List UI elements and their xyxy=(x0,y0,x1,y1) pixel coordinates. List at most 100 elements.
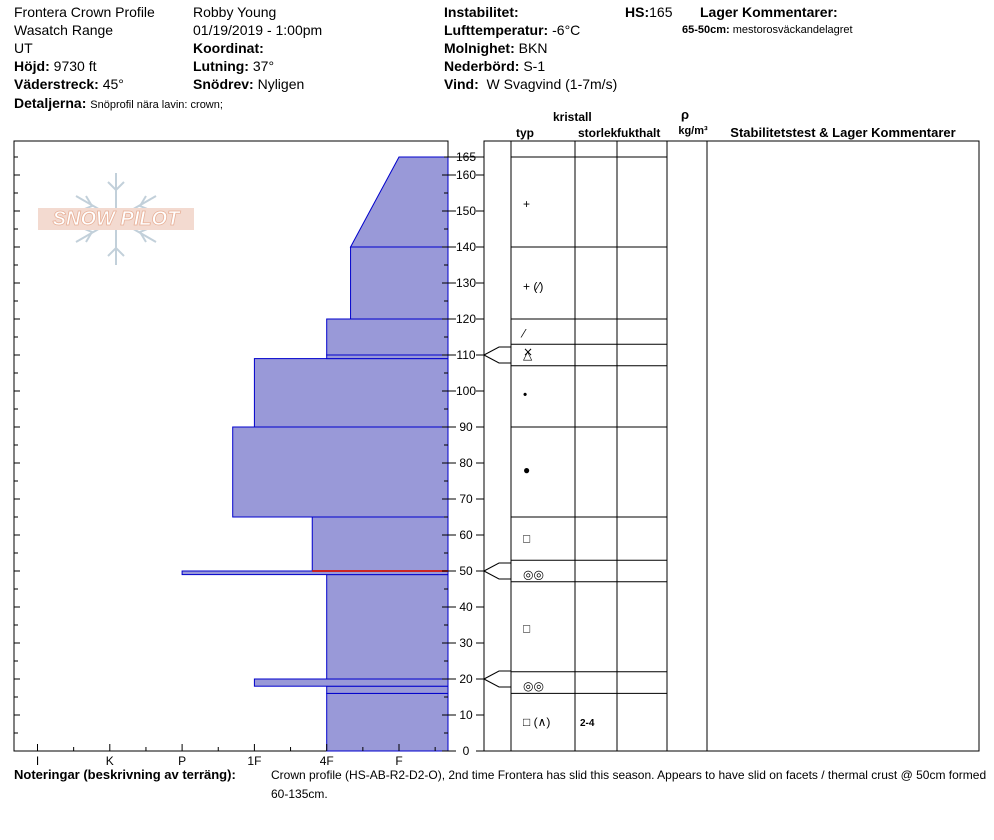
depth-axis: 0 10 20 30 40 50 60 70 80 90 100 110 120 130 140 150 160… xyxy=(448,150,484,758)
hardness-axis: I K P 1F 4F F xyxy=(36,744,436,768)
precipitation: Nederbörd: S-1 xyxy=(444,58,545,74)
depth-tick-label: 90 xyxy=(459,420,473,434)
hardness-layer xyxy=(326,574,449,680)
layer-comment: 65-50cm: mestorosväckandelagret xyxy=(682,24,853,37)
hardness-tick-label: F xyxy=(395,754,402,768)
depth-tick-label: 30 xyxy=(459,636,473,650)
wind-loading-label: Snödrev: xyxy=(193,76,254,92)
crystal-symbol: ● xyxy=(523,463,530,477)
wind-label: Vind: xyxy=(444,76,479,92)
instability: Instabilitet: xyxy=(444,4,519,20)
hardness-layer xyxy=(349,156,449,248)
aspect: Väderstreck: 45° xyxy=(14,76,124,92)
depth-tick-label: 0 xyxy=(463,744,470,758)
air-temp-value: -6°C xyxy=(552,22,581,38)
instability-label: Instabilitet: xyxy=(444,4,519,20)
state-name: UT xyxy=(14,40,33,56)
depth-tick-label: 130 xyxy=(456,276,476,290)
layer-comment-range: 65-50cm: xyxy=(682,24,730,36)
depth-tick-label: 140 xyxy=(456,240,476,254)
hardness-layer xyxy=(253,358,449,428)
coordinate-label: Koordinat: xyxy=(193,40,264,56)
sky-value: BKN xyxy=(518,40,548,56)
layer-marker xyxy=(483,678,511,688)
logo-text: SNOW PILOT xyxy=(53,208,181,230)
depth-tick-label: 20 xyxy=(459,672,473,686)
crystal-symbol: □ xyxy=(523,532,530,546)
depth-tick-label: 60 xyxy=(459,528,473,542)
hardness-tick-label: 1F xyxy=(247,754,261,768)
observer-name: Robby Young xyxy=(193,4,277,20)
precip-label: Nederbörd: xyxy=(444,58,520,74)
wind: Vind: W Svagvind (1-7m/s) xyxy=(444,76,617,92)
hardness-layer xyxy=(326,354,449,360)
depth-tick-label: 50 xyxy=(459,564,473,578)
crystal-symbol: ⨯ xyxy=(523,344,533,358)
hardness-layer xyxy=(326,692,449,752)
total-snow-height: HS:165 xyxy=(625,4,672,20)
hs-label: HS: xyxy=(625,4,650,20)
wind-loading: Snödrev: Nyligen xyxy=(193,76,304,92)
depth-tick-label: 120 xyxy=(456,312,476,326)
slope: Lutning: 37° xyxy=(193,58,274,74)
depth-tick-label: 150 xyxy=(456,204,476,218)
slope-label: Lutning: xyxy=(193,58,249,74)
air-temperature: Lufttemperatur: -6°C xyxy=(444,22,580,38)
hardness-tick-label: K xyxy=(106,754,114,768)
depth-tick-label: 110 xyxy=(456,348,475,362)
sky-cover: Molnighet: BKN xyxy=(444,40,547,56)
layer-comments-title: Lager Kommentarer: xyxy=(700,4,838,20)
precip-value: S-1 xyxy=(523,58,546,74)
aspect-label: Väderstreck: xyxy=(14,76,99,92)
air-temp-label: Lufttemperatur: xyxy=(444,22,549,38)
crystal-symbol: ◎◎ xyxy=(523,679,544,693)
depth-tick-label: 80 xyxy=(459,456,473,470)
header-stability: Stabilitetstest & Lager Kommentarer xyxy=(730,125,955,140)
crystal-symbol: ⁄ xyxy=(520,326,527,340)
crystal-symbol: △ xyxy=(523,348,533,362)
crystal-symbol: • xyxy=(523,388,527,402)
crystal-size: 2-4 xyxy=(580,718,595,729)
layer-comment-text: mestorosväckandelagret xyxy=(732,24,853,36)
hardness-layers xyxy=(181,156,449,752)
details: Detaljerna: Snöprofil nära lavin: crown; xyxy=(14,95,223,112)
notes-line-1: Crown profile (HS-AB-R2-D2-O), 2nd time … xyxy=(271,769,987,782)
crystal-symbol: □ (∧) xyxy=(523,715,550,729)
aspect-value: 45° xyxy=(102,76,124,92)
details-label: Detaljerna: xyxy=(14,95,87,111)
elevation-label: Höjd: xyxy=(14,58,50,74)
observation-datetime: 01/19/2019 - 1:00pm xyxy=(193,22,323,38)
layer-marker xyxy=(483,346,511,356)
header-type: typ xyxy=(516,126,534,140)
crystal-symbols: + + (⁄) ⁄ ⨯△ • ● □ ◎◎ □ ◎◎ □ (∧) 2-4 xyxy=(520,197,595,729)
range-name: Wasatch Range xyxy=(14,22,114,38)
depth-tick-label: 160 xyxy=(456,168,476,182)
depth-tick-label: 40 xyxy=(459,600,473,614)
hardness-tick-label: P xyxy=(178,754,186,768)
crystal-symbol: ◎◎ xyxy=(523,568,544,582)
notes-label: Noteringar (beskrivning av terräng): xyxy=(14,767,236,782)
depth-tick-label: 100 xyxy=(456,384,476,398)
depth-tick-label: 10 xyxy=(459,708,473,722)
hardness-tick-label: I xyxy=(36,754,39,768)
hardness-layer xyxy=(311,516,449,572)
wind-value: W Svagvind (1-7m/s) xyxy=(486,76,618,92)
layer-marker xyxy=(483,670,511,680)
left-depth-ticks xyxy=(14,156,448,752)
header-moisture: fukthalt xyxy=(617,126,660,140)
hardness-tick-label: 4F xyxy=(320,754,334,768)
profile-name: Frontera Crown Profile xyxy=(14,4,155,20)
crystal-symbol: + xyxy=(523,197,530,211)
hardness-layer xyxy=(326,318,449,356)
elevation-value: 9730 ft xyxy=(53,58,97,74)
crystal-symbol: + (⁄) xyxy=(523,280,543,294)
notes-line-2: 60-135cm. xyxy=(271,787,328,801)
header-crystal: kristall xyxy=(553,110,592,124)
elevation: Höjd: 9730 ft xyxy=(14,58,96,74)
crystal-symbol: □ xyxy=(523,622,530,636)
hs-value: 165 xyxy=(649,4,673,20)
layer-marker xyxy=(483,562,511,572)
hardness-layer xyxy=(326,685,449,694)
hardness-layer xyxy=(253,678,449,687)
depth-tick-label: 70 xyxy=(459,492,473,506)
